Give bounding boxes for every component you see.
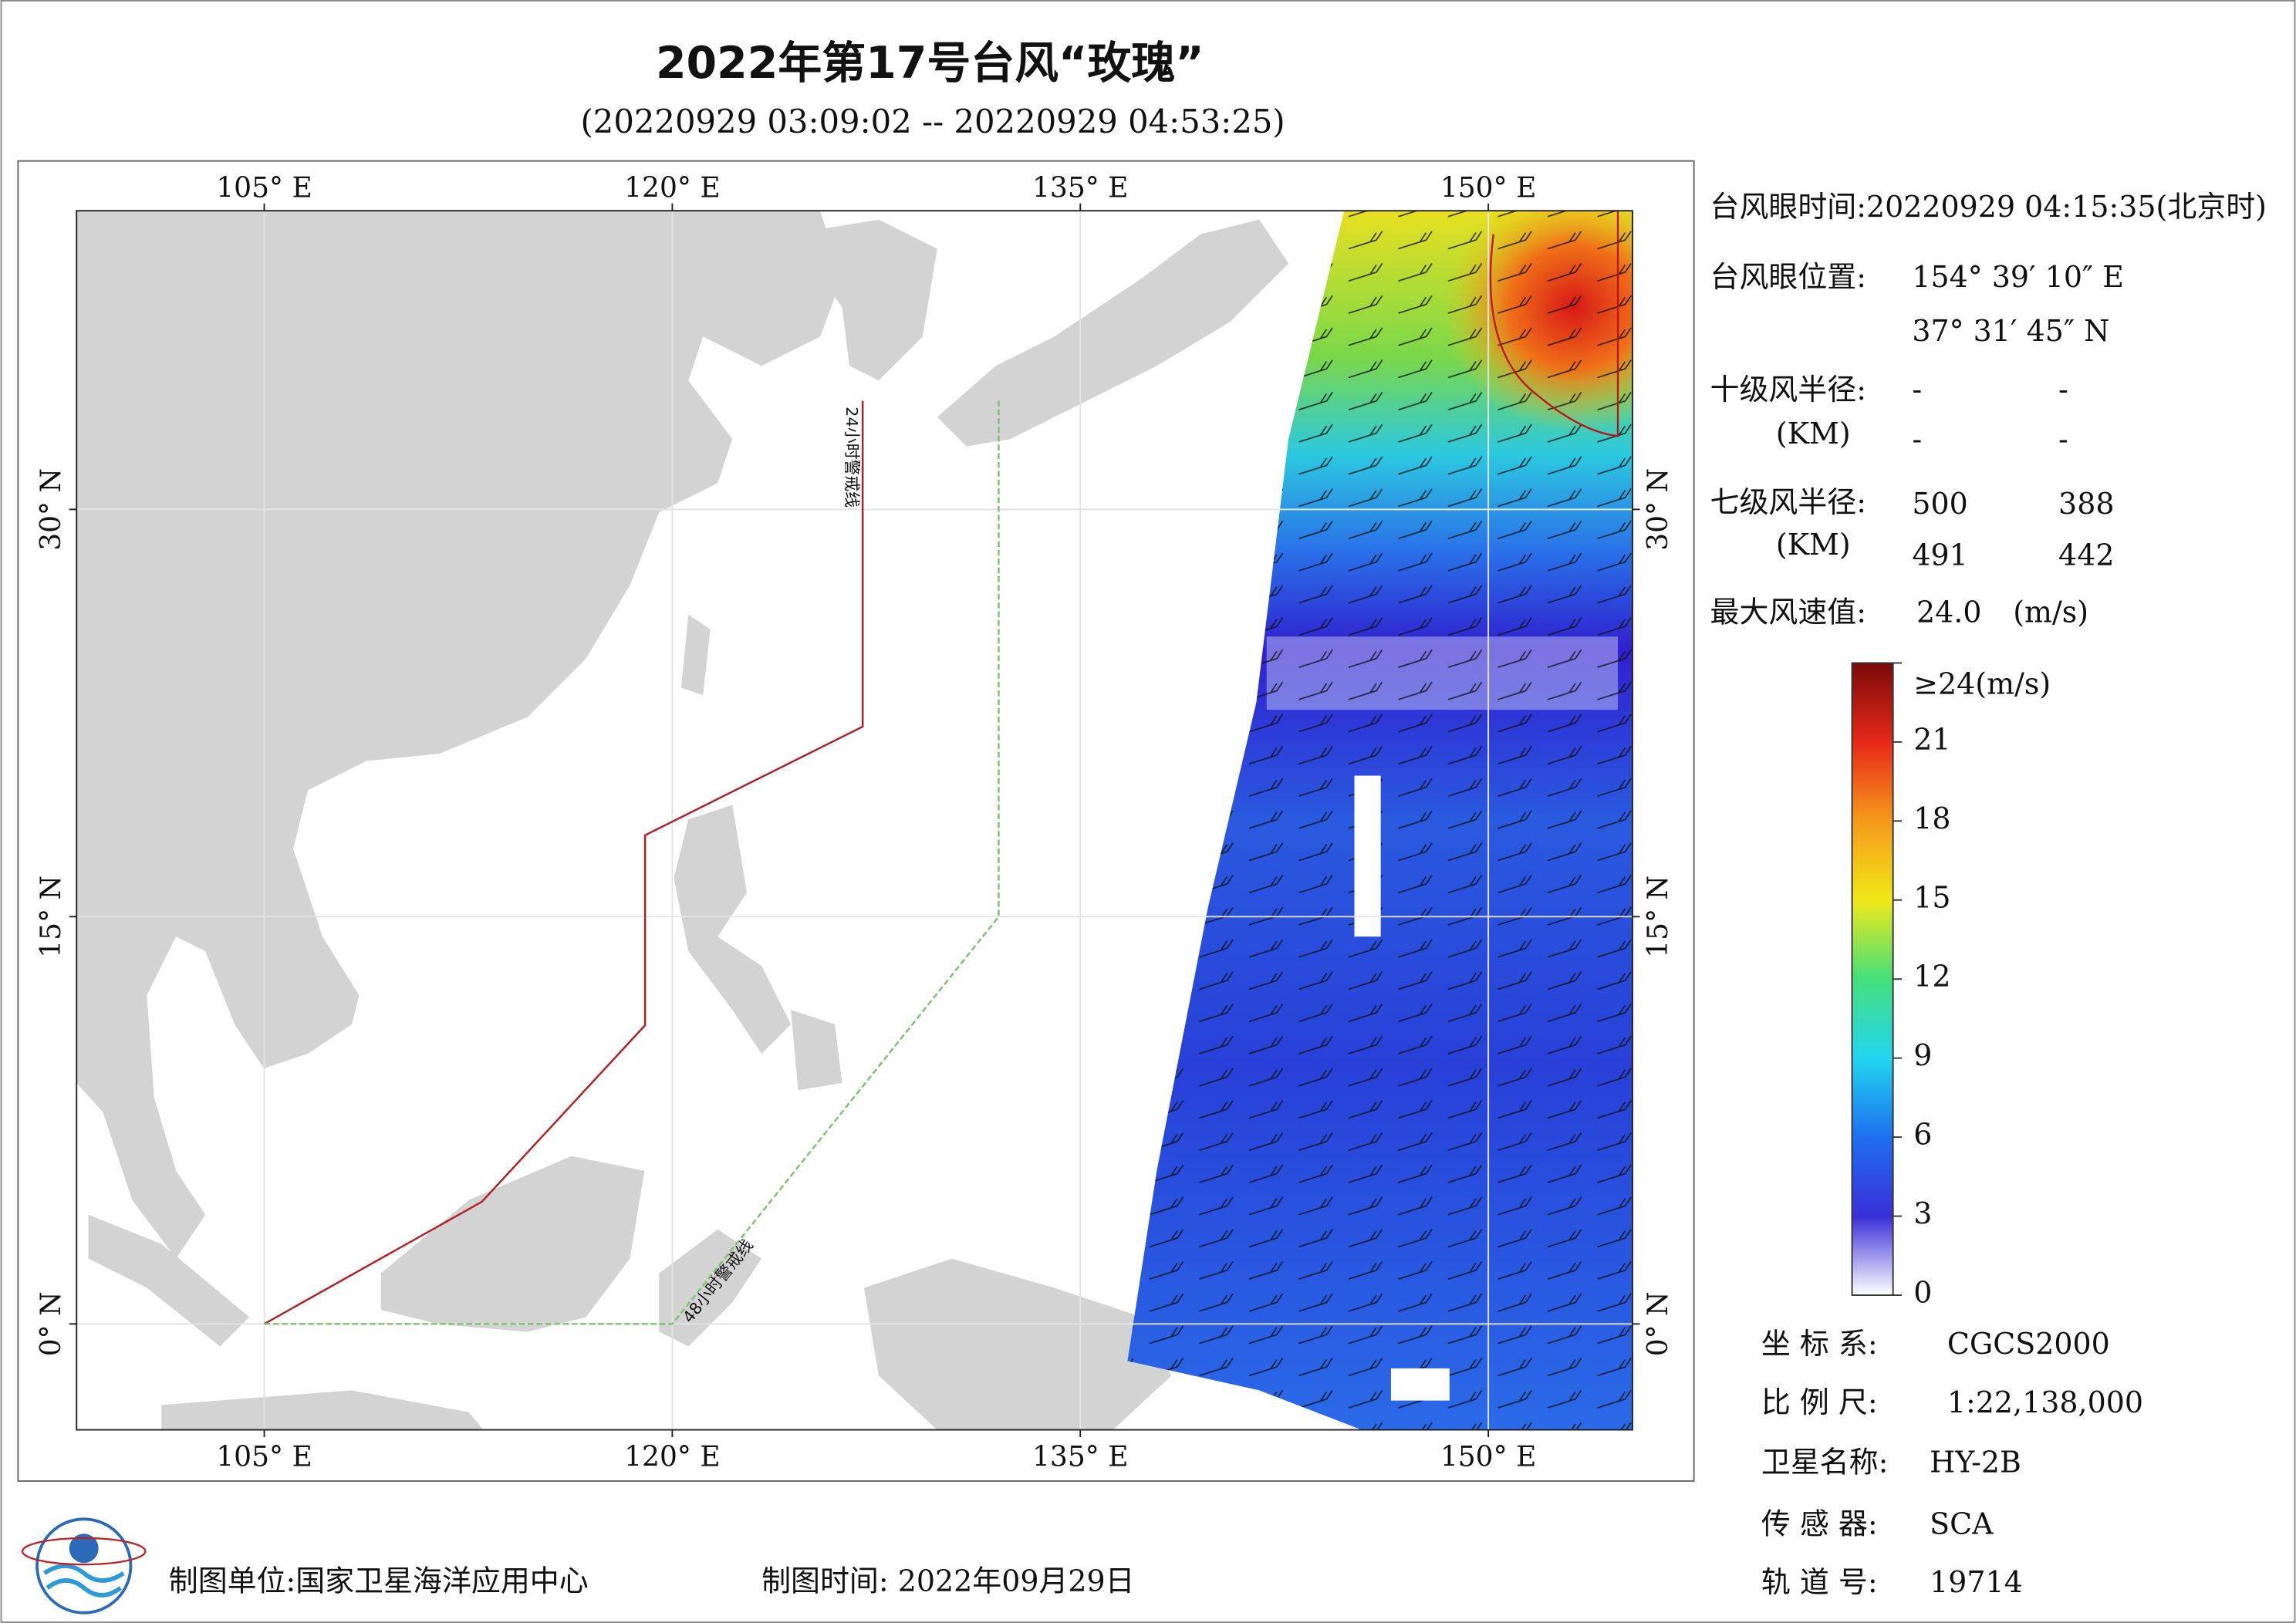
coord-label: 坐 标 系:	[1761, 1327, 1878, 1361]
max-wind-unit: (m/s)	[2013, 595, 2088, 629]
warning-line-label: 24小时警戒线	[842, 407, 861, 508]
r10-value: -	[2058, 373, 2068, 407]
y-tick-label: 30° N	[35, 468, 67, 551]
map-ticks: 105° E 105° E 120° E 120° E 135° E 135° E 150°…	[35, 173, 1674, 1473]
warning-line	[263, 400, 864, 1325]
y-tick-label: 15° N	[35, 876, 67, 958]
r10-value: -	[1912, 373, 1922, 407]
colorbar-tick-label: 0	[1913, 1276, 1932, 1310]
subtitle: (20220929 03:09:02 -- 20220929 04:53:25)	[581, 103, 1285, 140]
colorbar-tick-label: 9	[1913, 1038, 1932, 1072]
eye-lon: 154° 39′ 10″ E	[1912, 260, 2124, 294]
y-tick-label: 0° N	[1643, 1291, 1674, 1356]
y-tick-label: 15° N	[1643, 876, 1674, 958]
r10-value: -	[2058, 422, 2068, 456]
colorbar-tick-label: 6	[1913, 1118, 1932, 1152]
eye-time: 台风眼时间:20220929 04:15:35(北京时)	[1710, 190, 2267, 224]
x-tick-label: 120° E	[624, 173, 721, 204]
colorbar-tick-label: 15	[1913, 880, 1950, 914]
sat-label: 卫星名称:	[1761, 1446, 1889, 1480]
x-tick-label: 135° E	[1032, 1442, 1129, 1473]
orbit-label: 轨 道 号:	[1761, 1565, 1878, 1599]
sat-value: HY-2B	[1930, 1446, 2021, 1480]
footer-time: 制图时间: 2022年09月29日	[761, 1564, 1135, 1598]
y-tick-label: 0° N	[35, 1291, 67, 1356]
eye-position-label: 台风眼位置:	[1710, 260, 1866, 294]
coord-value: CGCS2000	[1947, 1327, 2110, 1361]
eye-lat: 37° 31′ 45″ N	[1912, 314, 2109, 348]
r7-value: 491	[1912, 538, 1967, 572]
max-wind-value: 24.0	[1916, 595, 1981, 629]
colorbar: 0 3 6 9 12 15 18 21 ≥24(m/s)	[1851, 662, 2051, 1310]
x-tick-label: 135° E	[1032, 173, 1129, 204]
land	[76, 211, 1289, 1430]
no-data	[1390, 1368, 1450, 1401]
no-data	[1354, 775, 1381, 937]
colorbar-tick-label: 3	[1913, 1196, 1932, 1230]
r10-unit: (KM)	[1776, 417, 1851, 450]
warning-line	[264, 400, 1000, 1325]
x-tick-label: 120° E	[624, 1442, 721, 1473]
x-tick-label: 105° E	[216, 1442, 312, 1473]
wind-swath	[1127, 211, 1633, 1430]
x-tick-label: 150° E	[1440, 173, 1537, 204]
colorbar-tick-label: 12	[1913, 960, 1950, 994]
title: 2022年第17号台风“玫瑰”	[656, 38, 1204, 89]
sensor-label: 传 感 器:	[1761, 1507, 1878, 1540]
y-tick-label: 30° N	[1643, 468, 1674, 551]
r10-value: -	[1912, 422, 1922, 456]
colorbar-ramp	[1851, 662, 1894, 1296]
meta-panel: 坐 标 系: CGCS2000 比 例 尺: 1:22,138,000 卫星名称…	[1761, 1327, 2143, 1599]
r7-value: 388	[2058, 487, 2114, 521]
x-tick-label: 105° E	[216, 173, 312, 204]
colorbar-tick-label: 21	[1913, 722, 1950, 756]
r7-unit: (KM)	[1776, 528, 1851, 562]
r7-value: 500	[1912, 487, 1967, 521]
logo	[21, 1517, 147, 1615]
orbit-value: 19714	[1930, 1565, 2023, 1599]
r10-label: 十级风半径:	[1710, 373, 1866, 407]
x-tick-label: 150° E	[1440, 1442, 1537, 1473]
scale-label: 比 例 尺:	[1761, 1385, 1878, 1419]
map-frame	[17, 160, 1695, 1482]
max-wind-label: 最大风速值:	[1710, 595, 1866, 629]
r7-value: 442	[2058, 538, 2114, 572]
info-panel: 台风眼时间:20220929 04:15:35(北京时) 台风眼位置: 154°…	[1710, 190, 2267, 629]
wind-radius	[1489, 211, 1619, 437]
colorbar-tick-label: 18	[1913, 801, 1950, 835]
sensor-value: SCA	[1930, 1507, 1994, 1540]
r7-label: 七级风半径:	[1710, 485, 1866, 519]
colorbar-tick-label: ≥24(m/s)	[1913, 666, 2051, 700]
map-border	[76, 210, 1633, 1431]
footer-unit: 制图单位:国家卫星海洋应用中心	[169, 1564, 589, 1598]
scale-value: 1:22,138,000	[1947, 1385, 2143, 1419]
